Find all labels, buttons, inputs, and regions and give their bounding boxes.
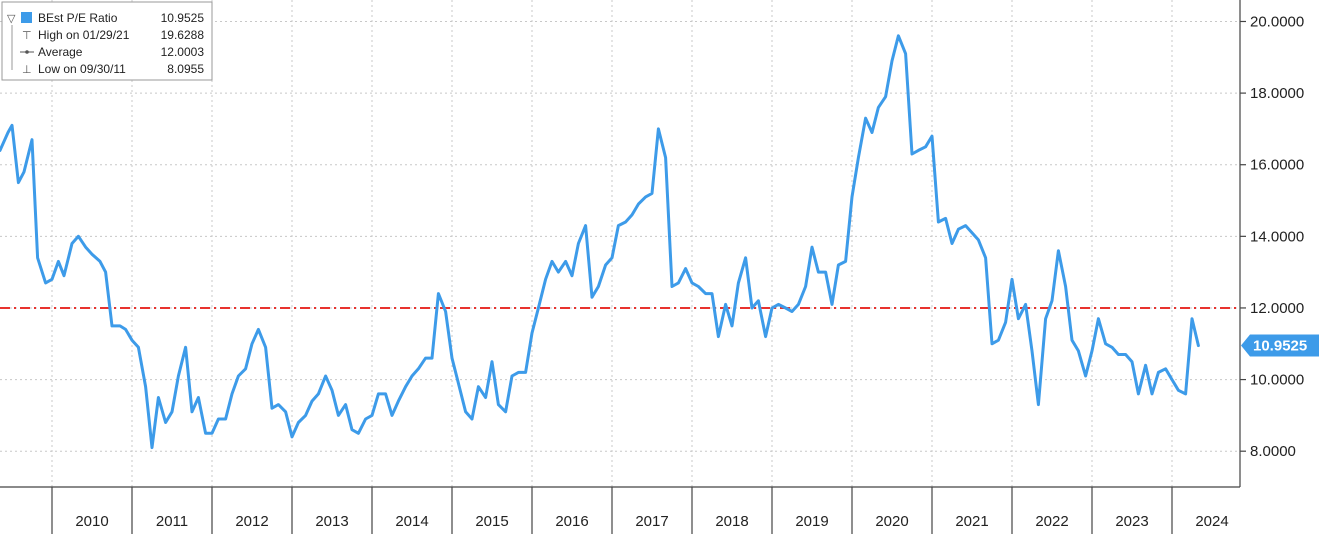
x-tick-label: 2016: [555, 513, 588, 530]
y-tick-label: 8.0000: [1250, 443, 1296, 460]
legend-row-low: ⊥ Low on 09/30/11 8.0955: [22, 62, 204, 76]
legend-label: Low on 09/30/11: [38, 62, 126, 76]
y-tick-label: 18.0000: [1250, 85, 1304, 102]
y-tick-label: 14.0000: [1250, 228, 1304, 245]
y-tick-label: 16.0000: [1250, 157, 1304, 174]
x-tick-label: 2012: [235, 513, 268, 530]
y-tick-label: 12.0000: [1250, 300, 1304, 317]
y-tick-label: 20.0000: [1250, 13, 1304, 30]
x-tick-label: 2017: [635, 513, 668, 530]
x-tick-label: 2015: [475, 513, 508, 530]
legend-series-swatch: [21, 12, 32, 23]
x-tick-label: 2022: [1035, 513, 1068, 530]
legend-collapse-icon[interactable]: ▽: [7, 12, 16, 25]
legend[interactable]: ▽ BEst P/E Ratio 10.9525 ⊤ High on 01/29…: [1, 1, 213, 81]
pe-ratio-series-line: [0, 34, 1200, 450]
x-tick-label: 2011: [156, 513, 188, 530]
legend-value: 8.0955: [167, 62, 204, 76]
x-tick-label: 2018: [715, 513, 748, 530]
legend-label: BEst P/E Ratio: [38, 11, 118, 25]
legend-row-series[interactable]: ▽ BEst P/E Ratio 10.9525: [7, 11, 204, 25]
x-tick-label: 2021: [955, 513, 988, 530]
x-tick-label: 2010: [75, 513, 108, 530]
average-marker-dot: [25, 50, 29, 54]
current-value-label: 10.9525: [1253, 338, 1307, 355]
legend-value: 10.9525: [161, 11, 205, 25]
legend-value: 12.0003: [161, 45, 205, 59]
series-layer: [0, 34, 1200, 450]
current-value-badge: 10.9525: [1241, 334, 1319, 357]
x-tick-label: 2020: [875, 513, 908, 530]
legend-label: High on 01/29/21: [38, 28, 130, 42]
legend-row-average: Average 12.0003: [20, 45, 204, 59]
legend-box: [1, 1, 213, 81]
x-tick-label: 2014: [395, 513, 428, 530]
y-tick-label: 10.0000: [1250, 372, 1304, 389]
legend-row-high: ⊤ High on 01/29/21 19.6288: [11, 25, 205, 70]
x-tick-label: 2024: [1195, 513, 1228, 530]
legend-value: 19.6288: [161, 28, 205, 42]
current-value-badge-shape: [1241, 334, 1319, 357]
grid-layer: [0, 0, 1240, 487]
low-marker-icon: ⊥: [22, 63, 32, 76]
legend-label: Average: [38, 45, 83, 59]
x-tick-label: 2013: [315, 513, 348, 530]
high-marker-icon: ⊤: [22, 29, 32, 42]
x-tick-label: 2019: [795, 513, 828, 530]
x-tick-label: 2023: [1115, 513, 1148, 530]
